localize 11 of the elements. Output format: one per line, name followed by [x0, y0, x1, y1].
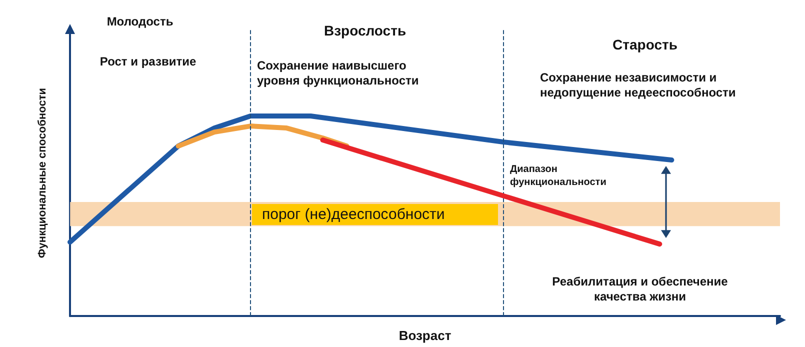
- text: Молодость: [106, 14, 174, 28]
- label-box: порог (не)дееспособности: [252, 204, 498, 225]
- annotation: Реабилитация и обеспечение качества жизни: [552, 274, 728, 304]
- text: Сохранение независимости и недопущение недееспособности: [540, 70, 736, 100]
- annotation: Диапазон функциональности: [510, 164, 606, 188]
- x-axis-title: Возраст: [398, 328, 452, 343]
- text: Старость: [612, 36, 678, 52]
- text: Сохранение наивысшего уровня функциональности: [257, 58, 419, 88]
- text: Рост и развитие: [100, 54, 196, 68]
- y-axis-title: Функциональные способности: [36, 88, 48, 258]
- text: Взрослость: [324, 22, 406, 38]
